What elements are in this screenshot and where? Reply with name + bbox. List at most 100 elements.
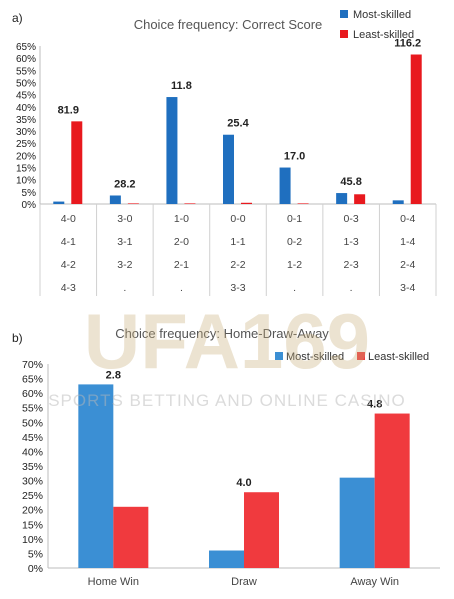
y-tick-label: 70% (22, 359, 43, 371)
bar-least-skilled (410, 54, 422, 204)
bar-annotation: 2.8 (106, 369, 121, 381)
legend-label: Most-skilled (286, 351, 344, 363)
bar-most-skilled (339, 477, 375, 568)
chart-title: Choice frequency: Home-Draw-Away (115, 326, 329, 341)
bar-annotation: 81.9 (58, 104, 79, 116)
bar-annotation: 28.2 (114, 178, 135, 190)
legend-swatch (357, 352, 365, 360)
bar-annotation: 4.8 (367, 399, 382, 411)
bar-least-skilled (71, 121, 83, 204)
y-tick-label: 25% (16, 139, 36, 150)
panel-label: a) (12, 11, 23, 25)
panel-label: b) (12, 331, 23, 345)
y-tick-label: 60% (22, 388, 43, 400)
x-tick-label: 3-4 (400, 282, 415, 294)
bar-least-skilled (241, 202, 252, 204)
bar-annotation: 116.2 (394, 38, 421, 50)
x-tick-label: 1-0 (174, 213, 189, 225)
legend-label: Most-skilled (353, 9, 411, 21)
x-tick-label: 0-0 (230, 213, 245, 225)
x-tick-label: Draw (231, 576, 257, 588)
y-tick-label: 30% (16, 127, 36, 138)
bar-least-skilled (113, 506, 149, 568)
y-tick-label: 5% (22, 188, 37, 199)
y-tick-label: 65% (22, 374, 43, 386)
bar-most-skilled (336, 193, 348, 204)
bar-least-skilled (297, 203, 309, 204)
bar-annotation: 11.8 (171, 80, 192, 92)
chart-title: Choice frequency: Correct Score (134, 17, 323, 32)
bar-most-skilled (279, 167, 291, 204)
bar-most-skilled (209, 550, 244, 568)
x-tick-label: . (180, 282, 183, 294)
x-tick-label: 1-4 (400, 236, 415, 248)
x-tick-label: 2-4 (400, 259, 415, 271)
y-tick-label: 10% (22, 534, 43, 546)
y-tick-label: 55% (22, 403, 43, 415)
bar-most-skilled (109, 195, 121, 204)
bar-annotation: 4.0 (236, 477, 251, 489)
y-tick-label: 0% (28, 563, 43, 575)
y-tick-label: 0% (22, 200, 37, 211)
bar-most-skilled (53, 201, 65, 204)
x-tick-label: 0-4 (400, 213, 415, 225)
x-tick-label: 4-3 (61, 282, 76, 294)
legend-label: Least-skilled (353, 29, 414, 41)
bar-annotation: 17.0 (284, 151, 305, 163)
bar-most-skilled (223, 134, 234, 204)
bar-annotation: 25.4 (227, 118, 249, 130)
y-tick-label: 40% (22, 446, 43, 458)
x-tick-label: . (293, 282, 296, 294)
y-tick-label: 30% (22, 476, 43, 488)
x-tick-label: Away Win (350, 576, 399, 588)
chart-correct-score: a) Choice frequency: Correct Score 0%5%10%… (12, 9, 437, 296)
bar-least-skilled (184, 203, 196, 204)
x-tick-label: 2-0 (174, 236, 189, 248)
x-tick-label: 3-1 (117, 236, 132, 248)
chart-home-draw-away: b) Choice frequency: Home-Draw-Away 0% 5% 10… (12, 326, 440, 588)
y-tick-label: 60% (16, 54, 36, 65)
x-tick-label: 4-2 (61, 259, 76, 271)
y-tick-label: 35% (22, 461, 43, 473)
x-tick-label: 1-1 (230, 236, 245, 248)
x-tick-label: 0-3 (344, 213, 359, 225)
bar-least-skilled (374, 413, 410, 568)
x-tick-label: 2-2 (230, 259, 245, 271)
y-tick-label: 10% (16, 176, 36, 187)
y-tick-label: 35% (16, 115, 36, 126)
legend-swatch (275, 352, 283, 360)
bar-most-skilled (392, 200, 404, 204)
x-tick-label: 4-1 (61, 236, 76, 248)
x-tick-label: 0-1 (287, 213, 302, 225)
x-tick-label: 3-3 (230, 282, 245, 294)
legend-label: Least-skilled (368, 351, 429, 363)
x-tick-label: . (350, 282, 353, 294)
legend-swatch (340, 30, 348, 38)
y-tick-label: 55% (16, 66, 36, 77)
bar-least-skilled (127, 203, 139, 204)
x-tick-label: 0-2 (287, 236, 302, 248)
x-tick-label: 4-0 (61, 213, 76, 225)
y-tick-label: 45% (22, 432, 43, 444)
y-tick-label: 45% (16, 91, 36, 102)
x-tick-label: 3-2 (117, 259, 132, 271)
y-tick-label: 25% (22, 490, 43, 502)
bar-least-skilled (354, 194, 366, 204)
bar-least-skilled (244, 492, 279, 568)
legend-swatch (340, 10, 348, 18)
x-tick-label: 3-0 (117, 213, 132, 225)
y-tick-label: 15% (16, 164, 36, 175)
bar-annotation: 45.8 (340, 176, 361, 188)
x-tick-label: Home Win (88, 576, 139, 588)
bar-most-skilled (78, 384, 114, 568)
y-tick-label: 65% (16, 42, 36, 53)
y-tick-label: 40% (16, 103, 36, 114)
x-tick-label: 1-2 (287, 259, 302, 271)
y-tick-label: 20% (16, 151, 36, 162)
y-tick-label: 5% (28, 548, 43, 560)
bar-most-skilled (166, 97, 178, 204)
y-tick-label: 20% (22, 505, 43, 517)
x-tick-label: 2-1 (174, 259, 189, 271)
x-tick-label: 1-3 (344, 236, 359, 248)
